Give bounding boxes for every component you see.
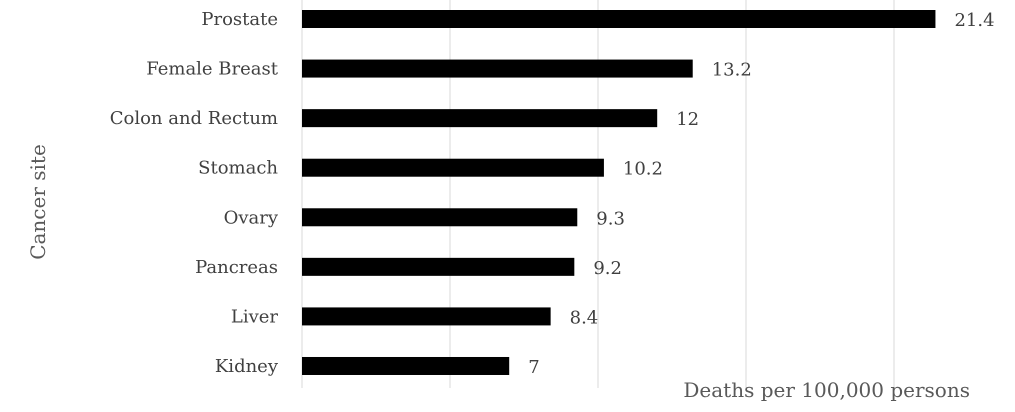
category-label-liver: Liver <box>231 306 279 327</box>
category-label-kidney: Kidney <box>215 356 279 377</box>
category-label-prostate: Prostate <box>201 9 278 30</box>
y-axis-title: Cancer site <box>26 144 50 260</box>
value-label-kidney: 7 <box>528 357 539 378</box>
category-label-ovary: Ovary <box>224 207 279 228</box>
value-label-ovary: 9.3 <box>596 208 625 229</box>
bar-stomach <box>302 158 604 177</box>
category-label-colon-and-rectum: Colon and Rectum <box>110 108 278 129</box>
bar-ovary <box>302 208 578 227</box>
value-label-pancreas: 9.2 <box>593 258 622 279</box>
value-label-stomach: 10.2 <box>623 159 663 180</box>
category-label-pancreas: Pancreas <box>195 257 278 278</box>
bar-prostate <box>302 10 936 28</box>
value-label-female-breast: 13.2 <box>712 60 752 81</box>
value-labels: 21.4 13.2 12 10.2 9.3 9.2 8.4 7 <box>528 10 994 378</box>
bar-female-breast <box>302 59 693 78</box>
bar-colon-and-rectum <box>302 109 658 128</box>
bars <box>302 10 936 375</box>
x-axis-title: Deaths per 100,000 persons <box>683 378 970 402</box>
category-labels: Prostate Female Breast Colon and Rectum Sto… <box>110 9 279 377</box>
value-label-liver: 8.4 <box>570 307 599 328</box>
category-label-stomach: Stomach <box>198 158 278 179</box>
bar-liver <box>302 307 551 326</box>
value-label-prostate: 21.4 <box>954 10 994 31</box>
gridlines <box>301 0 895 388</box>
bar-kidney <box>302 356 510 375</box>
bar-pancreas <box>302 257 575 276</box>
category-label-female-breast: Female Breast <box>146 59 279 80</box>
value-label-colon-and-rectum: 12 <box>676 109 699 130</box>
